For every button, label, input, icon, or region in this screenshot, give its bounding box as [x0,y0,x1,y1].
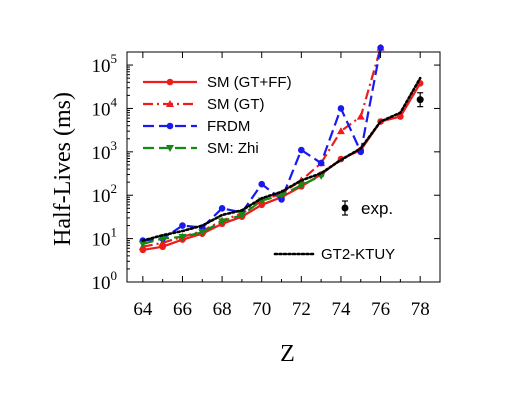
x-tick-label: 74 [331,299,351,320]
series-point-2 [258,180,266,188]
legend-marker-2 [166,122,174,130]
legend-label-1: SM (GT) [207,96,265,113]
x-tick-label: 64 [133,299,153,320]
series-point-2 [278,196,285,203]
y-tick-label: 105 [92,51,118,77]
series-point-3 [237,212,246,220]
series-point-3 [198,229,207,237]
axes: 64 66 68 70 72 74 76 78 100 101 102 103 104 105 [92,51,441,320]
series-point-2 [377,44,384,52]
legend-label-3: SM: Zhi [207,140,259,157]
series-point-3 [218,218,227,226]
y-axis-title: Half-Lives (ms) [50,92,76,246]
legend: SM (GT+FF) SM (GT) FRDM SM: Zhi GT2-KTUY exp. [143,74,395,263]
plot-frame [126,51,441,283]
y-tick-label: 101 [92,225,118,251]
series-layer [138,43,424,254]
series-point-3 [277,192,286,200]
series-point-3 [138,241,147,249]
series-point-1 [336,127,345,135]
series-point-3 [178,233,187,241]
series-point-2 [298,146,305,154]
x-axis-title: Z [280,341,295,367]
legend-label-2: FRDM [207,118,250,135]
legend-label-4: GT2-KTUY [321,246,395,263]
series-point-2 [337,105,345,112]
axis-titles: Z Half-Lives (ms) [50,92,295,367]
x-tick-label: 68 [213,299,232,320]
x-tick-label: 76 [371,299,390,320]
series-line-3 [142,174,322,246]
x-tick-label: 78 [411,299,430,320]
legend-marker-0 [166,78,174,86]
experimental-data [416,92,424,108]
x-tick-label: 66 [173,299,192,320]
series-line-4 [141,76,422,242]
series-point-0 [397,113,404,120]
x-tick-label: 72 [292,299,311,320]
series-point-2 [218,204,226,212]
legend-label-0: SM (GT+FF) [207,74,292,91]
legend-marker-1 [166,100,174,107]
series-point-3 [158,235,167,243]
legend-exp-marker [341,204,349,212]
series-point-2 [179,222,186,229]
y-tick-label: 103 [92,138,118,164]
y-tick-label: 100 [92,268,118,294]
exp-point [416,96,424,104]
series-point-3 [297,182,306,190]
series-point-1 [356,112,365,120]
legend-marker-3 [166,145,174,152]
legend-label-exp: exp. [361,199,393,218]
y-tick-label: 102 [92,181,118,207]
series-point-2 [317,159,325,167]
y-tick-label: 104 [92,94,118,120]
x-tick-label: 70 [252,299,271,320]
